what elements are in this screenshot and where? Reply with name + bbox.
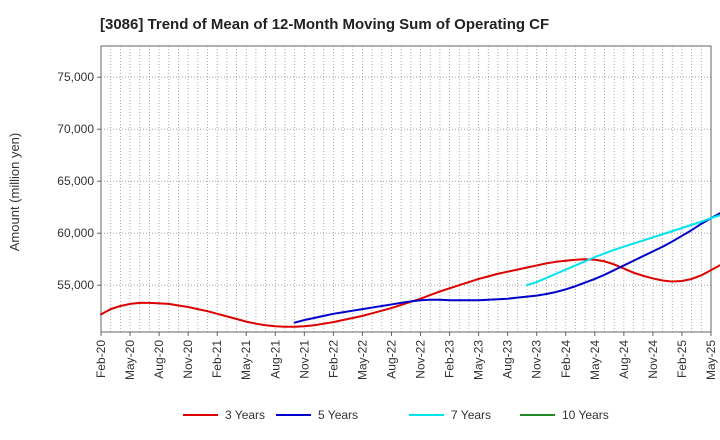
x-tick-label: Feb-25: [675, 340, 689, 378]
x-tick-label: Aug-21: [268, 340, 282, 379]
x-tick-label: Feb-23: [443, 340, 457, 378]
legend-label: 7 Years: [451, 408, 491, 422]
y-tick-label: 75,000: [57, 70, 94, 84]
x-tick-label: Feb-21: [210, 340, 224, 378]
y-tick-label: 55,000: [57, 278, 94, 292]
y-axis-ticks: 55,000 60,000 65,000 70,000 75,000: [57, 70, 101, 292]
x-tick-label: May-25: [704, 340, 718, 380]
x-tick-label: Nov-20: [181, 340, 195, 379]
x-tick-label: Aug-22: [384, 340, 398, 379]
plot-frame: [100, 45, 712, 333]
legend-label: 3 Years: [225, 408, 265, 422]
series-line: [100, 258, 720, 328]
x-tick-label: May-22: [355, 340, 369, 380]
x-tick-label: Feb-24: [559, 340, 573, 378]
x-tick-label: Feb-20: [94, 340, 108, 378]
chart-title: [3086] Trend of Mean of 12-Month Moving …: [100, 16, 549, 33]
x-tick-label: Nov-22: [414, 340, 428, 379]
legend-label: 5 Years: [318, 408, 358, 422]
series-line: [526, 214, 720, 287]
y-tick-label: 65,000: [57, 174, 94, 188]
legend: 3 Years 5 Years 7 Years 10 Years: [183, 408, 609, 422]
x-tick-label: Aug-20: [152, 340, 166, 379]
x-tick-label: Nov-24: [646, 340, 660, 379]
series-lines: [100, 212, 720, 328]
x-axis-ticks: Feb-20 May-20 Aug-20 Nov-20 Feb-21 May-21 Aug-…: [94, 332, 718, 380]
y-axis-label: Amount (million yen): [7, 133, 22, 252]
x-tick-label: Aug-23: [501, 340, 515, 379]
x-tick-label: Nov-21: [297, 340, 311, 379]
x-tick-label: May-20: [123, 340, 137, 380]
x-tick-label: Aug-24: [617, 340, 631, 379]
x-tick-label: May-21: [239, 340, 253, 380]
series-line: [293, 212, 720, 324]
legend-label: 10 Years: [562, 408, 609, 422]
x-tick-label: May-23: [472, 340, 486, 380]
y-tick-label: 70,000: [57, 122, 94, 136]
x-tick-label: May-24: [588, 340, 602, 380]
y-tick-label: 60,000: [57, 226, 94, 240]
grid: [101, 46, 711, 332]
x-tick-label: Nov-23: [530, 340, 544, 379]
x-tick-label: Feb-22: [326, 340, 340, 378]
